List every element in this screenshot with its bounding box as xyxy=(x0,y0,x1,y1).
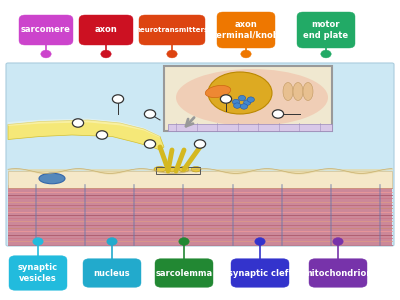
Text: mitochondrion: mitochondrion xyxy=(303,268,373,278)
Circle shape xyxy=(144,140,156,148)
Text: axon
terminal/knob: axon terminal/knob xyxy=(213,20,279,40)
Text: synaptic
vesicles: synaptic vesicles xyxy=(18,263,58,283)
Ellipse shape xyxy=(179,167,189,172)
FancyBboxPatch shape xyxy=(83,259,141,287)
Circle shape xyxy=(241,50,251,58)
Ellipse shape xyxy=(39,173,65,184)
Circle shape xyxy=(234,103,241,108)
Circle shape xyxy=(72,119,84,127)
Circle shape xyxy=(33,238,43,245)
Circle shape xyxy=(96,131,108,139)
Ellipse shape xyxy=(191,167,201,172)
Circle shape xyxy=(179,238,189,245)
Circle shape xyxy=(107,238,117,245)
Circle shape xyxy=(333,238,343,245)
FancyBboxPatch shape xyxy=(9,256,67,290)
Circle shape xyxy=(194,140,206,148)
Circle shape xyxy=(272,110,284,118)
FancyBboxPatch shape xyxy=(231,259,289,287)
Bar xyxy=(168,124,332,130)
Circle shape xyxy=(232,99,240,105)
FancyBboxPatch shape xyxy=(297,12,355,48)
Ellipse shape xyxy=(176,69,328,126)
Text: synaptic cleft: synaptic cleft xyxy=(228,268,292,278)
Circle shape xyxy=(238,95,246,101)
Ellipse shape xyxy=(293,82,303,100)
Circle shape xyxy=(240,104,248,109)
Circle shape xyxy=(244,100,251,105)
Ellipse shape xyxy=(167,167,177,172)
Ellipse shape xyxy=(205,85,231,98)
Text: sarcomere: sarcomere xyxy=(21,26,71,34)
Text: motor
end plate: motor end plate xyxy=(304,20,348,40)
Circle shape xyxy=(112,95,124,103)
Ellipse shape xyxy=(154,167,166,172)
Polygon shape xyxy=(8,118,160,138)
FancyBboxPatch shape xyxy=(79,15,133,45)
Circle shape xyxy=(167,50,177,58)
FancyBboxPatch shape xyxy=(19,15,73,45)
Circle shape xyxy=(144,110,156,118)
Circle shape xyxy=(321,50,331,58)
FancyBboxPatch shape xyxy=(164,66,332,130)
FancyBboxPatch shape xyxy=(155,259,213,287)
Circle shape xyxy=(101,50,111,58)
Bar xyxy=(156,167,200,174)
Bar xyxy=(8,171,392,188)
Circle shape xyxy=(247,97,254,102)
Polygon shape xyxy=(8,120,164,150)
Text: nucleus: nucleus xyxy=(94,268,130,278)
FancyBboxPatch shape xyxy=(139,15,205,45)
Circle shape xyxy=(220,95,232,103)
Text: neurotransmitters: neurotransmitters xyxy=(135,27,209,33)
Bar xyxy=(8,184,392,244)
Circle shape xyxy=(41,50,51,58)
Ellipse shape xyxy=(303,82,313,100)
Text: axon: axon xyxy=(95,26,117,34)
Ellipse shape xyxy=(283,82,293,100)
FancyBboxPatch shape xyxy=(217,12,275,48)
Ellipse shape xyxy=(208,72,272,114)
Text: sarcolemma: sarcolemma xyxy=(156,268,212,278)
FancyBboxPatch shape xyxy=(309,259,367,287)
FancyBboxPatch shape xyxy=(6,63,394,246)
Circle shape xyxy=(255,238,265,245)
